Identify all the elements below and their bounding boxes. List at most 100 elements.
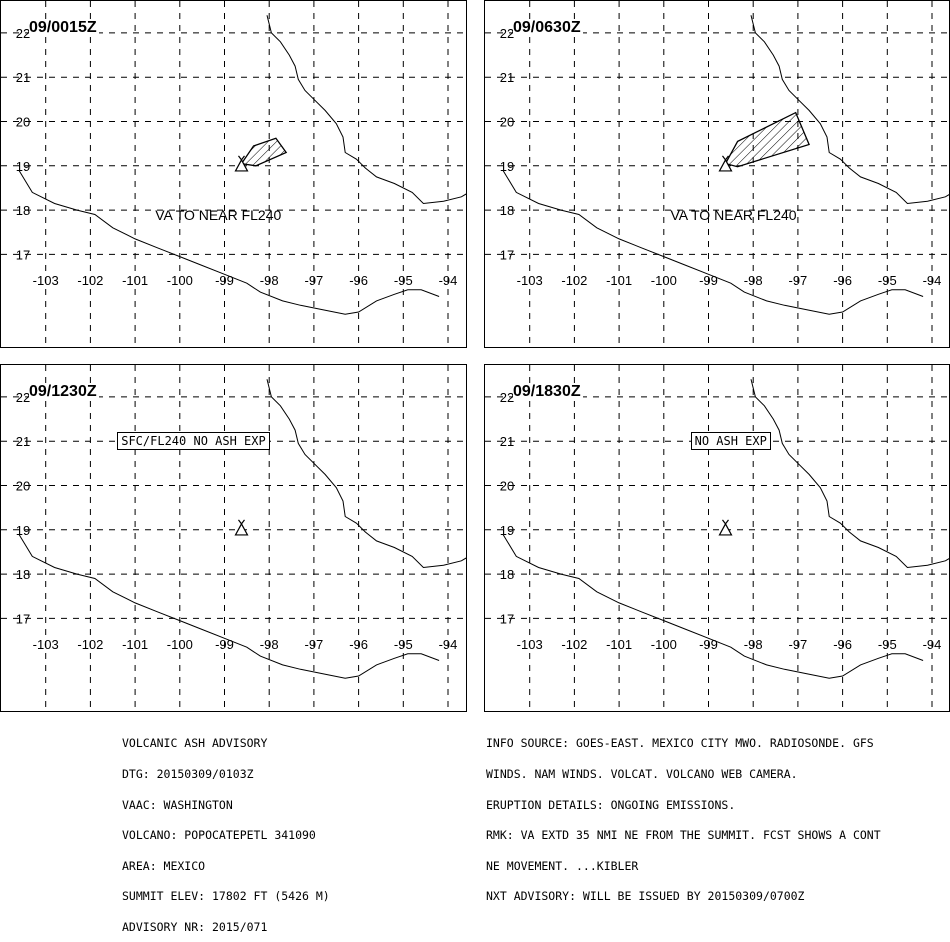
map-canvas: -103 -102 -101 -100 -99 -98 -97 -96 -95 -94 22 21 20… [1, 1, 467, 347]
volcano-icon [234, 519, 249, 536]
lat-tick-label: 20 [16, 115, 30, 130]
lon-tick-label: -101 [122, 273, 148, 288]
lon-tick-label: -100 [167, 273, 193, 288]
map-panel-1: -103 -102 -101 -100 -99 -98 -97 -96 -95 -94 22 21 20… [0, 0, 467, 348]
ash-cloud-polygon [240, 137, 288, 167]
lat-tick-label: 20 [500, 479, 514, 494]
panel-title: 09/0015Z [29, 19, 99, 37]
map-panel-2: -103 -102 -101 -100 -99 -98 -97 -96 -95 -94 22 21 20… [484, 0, 950, 348]
lat-tick-label: 17 [16, 247, 30, 262]
lat-tick-label: 20 [500, 115, 514, 130]
lat-tick-label: 18 [16, 203, 30, 218]
lat-tick-label: 21 [16, 70, 30, 85]
lat-tick-label: 21 [16, 434, 30, 449]
map-layer: -103 -102 -101 -100 -99 -98 -97 -96 -95 -94 22 21 20… [485, 365, 950, 711]
advisory-line: ERUPTION DETAILS: ONGOING EMISSIONS. [486, 797, 736, 812]
lon-tick-label: -95 [878, 273, 897, 288]
coastline-gulf [750, 379, 950, 569]
lat-tick-label: 21 [500, 434, 514, 449]
coastline-pacific [18, 533, 440, 679]
lon-tick-label: -100 [651, 637, 677, 652]
volcano-icon [234, 155, 249, 172]
lon-tick-label: -98 [744, 637, 763, 652]
advisory-right: INFO SOURCE: GOES-EAST. MEXICO CITY MWO.… [486, 718, 881, 912]
lon-tick-label: -101 [122, 637, 148, 652]
lon-tick-label: -99 [215, 273, 234, 288]
advisory-left: VOLCANIC ASH ADVISORY DTG: 20150309/0103… [122, 718, 330, 942]
forecast-note-box: SFC/FL240 NO ASH EXP [117, 431, 270, 450]
map-panel-4: -103 -102 -101 -100 -99 -98 -97 -96 -95 -94 22 21 20… [484, 364, 950, 712]
lon-tick-label: -94 [923, 637, 942, 652]
lon-tick-label: -97 [789, 273, 808, 288]
coastline-gulf [266, 379, 467, 569]
lon-tick-label: -96 [833, 273, 852, 288]
lat-tick-label: 22 [500, 390, 514, 405]
advisory-line: DTG: 20150309/0103Z [122, 767, 254, 781]
lat-tick-label: 22 [16, 26, 30, 41]
map-canvas: -103 -102 -101 -100 -99 -98 -97 -96 -95 -94 22 21 20… [485, 365, 950, 711]
lat-tick-label: 18 [16, 567, 30, 582]
lon-tick-label: -102 [77, 273, 103, 288]
map-layer: -103 -102 -101 -100 -99 -98 -97 -96 -95 -94 22 21 20… [485, 1, 950, 347]
lat-tick-label: 17 [500, 611, 514, 626]
lon-tick-label: -96 [349, 637, 368, 652]
lon-tick-label: -97 [305, 273, 324, 288]
lon-tick-label: -100 [167, 637, 193, 652]
lon-tick-label: -103 [33, 637, 59, 652]
lat-tick-label: 20 [16, 479, 30, 494]
lon-tick-label: -102 [561, 273, 587, 288]
coastline-gulf [266, 15, 467, 205]
map-panel-3: -103 -102 -101 -100 -99 -98 -97 -96 -95 -94 22 21 20… [0, 364, 467, 712]
lat-tick-label: 19 [500, 159, 514, 174]
advisory-line: WINDS. NAM WINDS. VOLCAT. VOLCANO WEB CA… [486, 767, 798, 781]
lat-tick-label: 19 [16, 159, 30, 174]
lat-tick-label: 19 [16, 523, 30, 538]
advisory-line: NXT ADVISORY: WILL BE ISSUED BY 20150309… [486, 889, 805, 904]
lat-tick-label: 22 [500, 26, 514, 41]
lat-tick-label: 18 [500, 203, 514, 218]
map-layer: -103 -102 -101 -100 -99 -98 -97 -96 -95 -94 22 21 20… [1, 365, 467, 711]
lon-tick-label: -99 [699, 637, 718, 652]
lon-tick-label: -102 [561, 637, 587, 652]
lat-tick-label: 17 [500, 247, 514, 262]
panel-title: 09/1830Z [513, 383, 583, 401]
lon-tick-label: -103 [517, 637, 543, 652]
lon-tick-label: -94 [923, 273, 942, 288]
lon-tick-label: -96 [349, 273, 368, 288]
lon-tick-label: -103 [33, 273, 59, 288]
ash-cloud-polygon [724, 111, 810, 168]
lat-tick-label: 17 [16, 611, 30, 626]
lon-tick-label: -98 [744, 273, 763, 288]
lon-tick-label: -98 [260, 273, 279, 288]
lon-tick-label: -95 [394, 637, 413, 652]
lon-tick-label: -94 [439, 637, 458, 652]
lat-tick-label: 18 [500, 567, 514, 582]
lon-tick-label: -97 [305, 637, 324, 652]
advisory-line: RMK: VA EXTD 35 NMI NE FROM THE SUMMIT. … [486, 828, 881, 843]
map-layer: -103 -102 -101 -100 -99 -98 -97 -96 -95 -94 22 21 20… [1, 1, 467, 347]
volcano-icon [718, 155, 733, 172]
advisory-line: NE MOVEMENT. ...KIBLER [486, 858, 639, 873]
lon-tick-label: -101 [606, 273, 632, 288]
ash-label: VA TO NEAR FL240 [670, 206, 797, 223]
lon-tick-label: -98 [260, 637, 279, 652]
coastline-pacific [18, 169, 440, 315]
lon-tick-label: -95 [394, 273, 413, 288]
lon-tick-label: -101 [606, 637, 632, 652]
coastline-gulf [750, 15, 950, 205]
lon-tick-label: -94 [439, 273, 458, 288]
lon-tick-label: -99 [699, 273, 718, 288]
advisory-line: ADVISORY NR: 2015/071 [122, 919, 268, 934]
coastline-pacific [502, 169, 924, 315]
advisory-line: VOLCANO: POPOCATEPETL 341090 [122, 828, 316, 843]
panel-title: 09/1230Z [29, 383, 99, 401]
volcano-icon [718, 519, 733, 536]
panel-title: 09/0630Z [513, 19, 583, 37]
lat-tick-label: 21 [500, 70, 514, 85]
advisory-line: AREA: MEXICO [122, 858, 206, 873]
lon-tick-label: -97 [789, 637, 808, 652]
forecast-note-box: NO ASH EXP [690, 431, 771, 450]
lon-tick-label: -102 [77, 637, 103, 652]
map-canvas: -103 -102 -101 -100 -99 -98 -97 -96 -95 -94 22 21 20… [485, 1, 950, 347]
coastline-pacific [502, 533, 924, 679]
